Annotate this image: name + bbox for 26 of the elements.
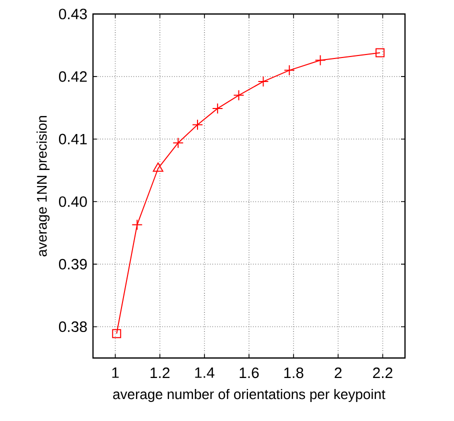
point xyxy=(152,162,164,172)
point xyxy=(212,102,224,114)
y-tick-label: 0.38 xyxy=(58,321,87,332)
x-tick-label: 1.4 xyxy=(195,368,214,378)
point xyxy=(233,90,244,101)
point xyxy=(284,64,295,76)
point xyxy=(132,219,143,230)
x-tick-label: 2.2 xyxy=(373,368,392,378)
y-tick-label: 0.40 xyxy=(58,196,87,207)
y-tick-label: 0.39 xyxy=(58,258,87,270)
y-tick-label: 0.42 xyxy=(58,71,87,82)
point xyxy=(376,48,385,58)
point xyxy=(192,119,204,130)
point xyxy=(112,329,122,338)
x-tick-label: 2 xyxy=(334,368,342,378)
x-tick-label: 1 xyxy=(112,368,119,378)
x-tick-label: 1.6 xyxy=(240,368,259,378)
point xyxy=(314,54,326,66)
x-tick-label: 1.8 xyxy=(284,368,304,378)
point xyxy=(172,137,184,148)
y-tick-label: 0.41 xyxy=(58,134,87,144)
x-axis-title: average number of orientations per keypoint xyxy=(113,388,386,402)
y-axis-title: average 1NN precision xyxy=(36,116,50,256)
point xyxy=(258,76,269,88)
y-tick-label: 0.43 xyxy=(58,8,87,20)
x-tick-label: 1.2 xyxy=(150,368,170,378)
